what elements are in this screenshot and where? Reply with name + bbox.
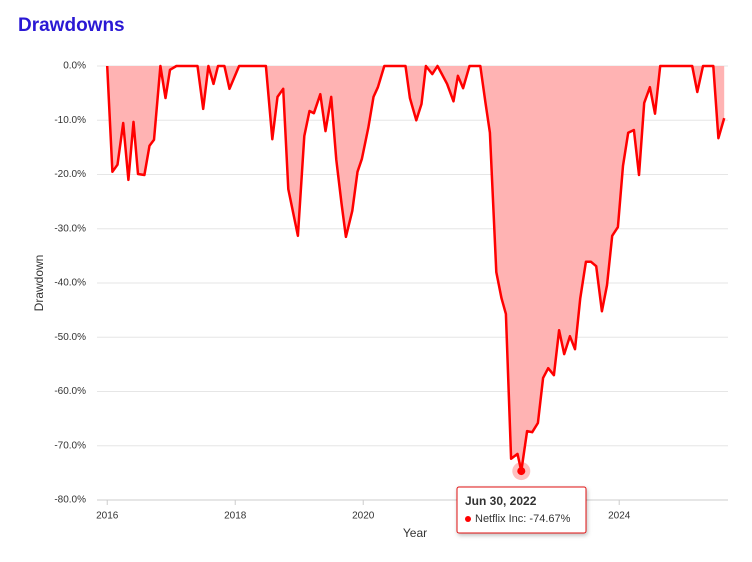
x-tick-label: 2018 <box>224 511 247 522</box>
y-tick-label: -50.0% <box>54 332 86 343</box>
x-tick-label: 2020 <box>352 511 375 522</box>
highlight-point <box>517 467 526 476</box>
x-tick-label: 2016 <box>96 511 119 522</box>
y-tick-label: -60.0% <box>54 386 86 397</box>
tooltip-series: Netflix Inc <box>475 513 524 525</box>
x-tick-label: 2024 <box>608 511 631 522</box>
tooltip-text: Netflix Inc: -74.67% <box>475 513 571 525</box>
y-tick-label: -40.0% <box>54 278 86 289</box>
tooltip-title: Jun 30, 2022 <box>465 494 537 508</box>
y-tick-label: -20.0% <box>54 169 86 180</box>
x-axis-title: Year <box>403 526 427 540</box>
line <box>105 64 726 473</box>
y-axis-title: Drawdown <box>32 255 46 312</box>
tooltip-box <box>456 486 587 534</box>
tooltip: Jun 30, 2022 Netflix Inc: -74.67% <box>456 486 587 534</box>
y-tick-label: -80.0% <box>54 495 86 506</box>
plot-area: 0.0% -10.0% -20.0% -30.0% -40.0% -50.0% -60.0%… <box>54 61 728 522</box>
tooltip-sep: : <box>523 513 529 525</box>
y-tick-label: 0.0% <box>63 61 86 72</box>
y-tick-label: -30.0% <box>54 223 86 234</box>
y-tick-label: -10.0% <box>54 115 86 126</box>
tooltip-swatch <box>465 516 471 522</box>
area <box>107 66 725 472</box>
y-tick-label: -70.0% <box>54 440 86 451</box>
tooltip-value: -74.67% <box>529 513 570 525</box>
chart-title: Drawdowns <box>18 15 125 36</box>
